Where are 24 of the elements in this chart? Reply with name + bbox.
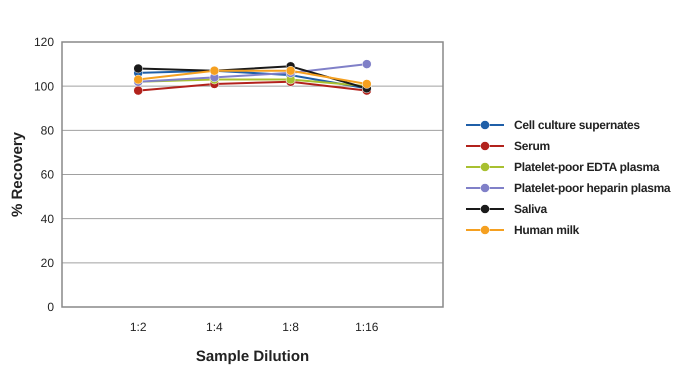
- y-tick-label: 20: [40, 256, 54, 270]
- y-tick-label: 40: [40, 212, 54, 226]
- x-axis-title: Sample Dilution: [196, 348, 310, 365]
- y-tick-label: 120: [34, 35, 54, 50]
- x-tick-label: 1:2: [130, 320, 147, 334]
- point: [133, 64, 143, 74]
- x-tick-label: 1:8: [282, 320, 300, 334]
- y-tick-label: 0: [47, 300, 54, 314]
- point: [362, 59, 372, 69]
- point: [133, 86, 143, 96]
- legend-label: Platelet-poor EDTA plasma: [514, 160, 660, 174]
- legend-label: Serum: [514, 139, 550, 154]
- legend-label: Human milk: [514, 223, 580, 238]
- point: [286, 66, 296, 76]
- y-tick-label: 80: [40, 124, 54, 138]
- legend-label: Cell culture supernates: [514, 118, 640, 132]
- x-tick-label: 1:16: [355, 320, 379, 334]
- y-tick-label: 60: [40, 168, 54, 182]
- point: [133, 74, 143, 84]
- legend-label: Platelet-poor heparin plasma: [514, 181, 671, 196]
- x-tick-label: 1:4: [206, 320, 224, 334]
- y-axis-title: % Recovery: [9, 131, 26, 218]
- y-tick-label: 100: [34, 79, 54, 94]
- legend-label: Saliva: [514, 202, 548, 216]
